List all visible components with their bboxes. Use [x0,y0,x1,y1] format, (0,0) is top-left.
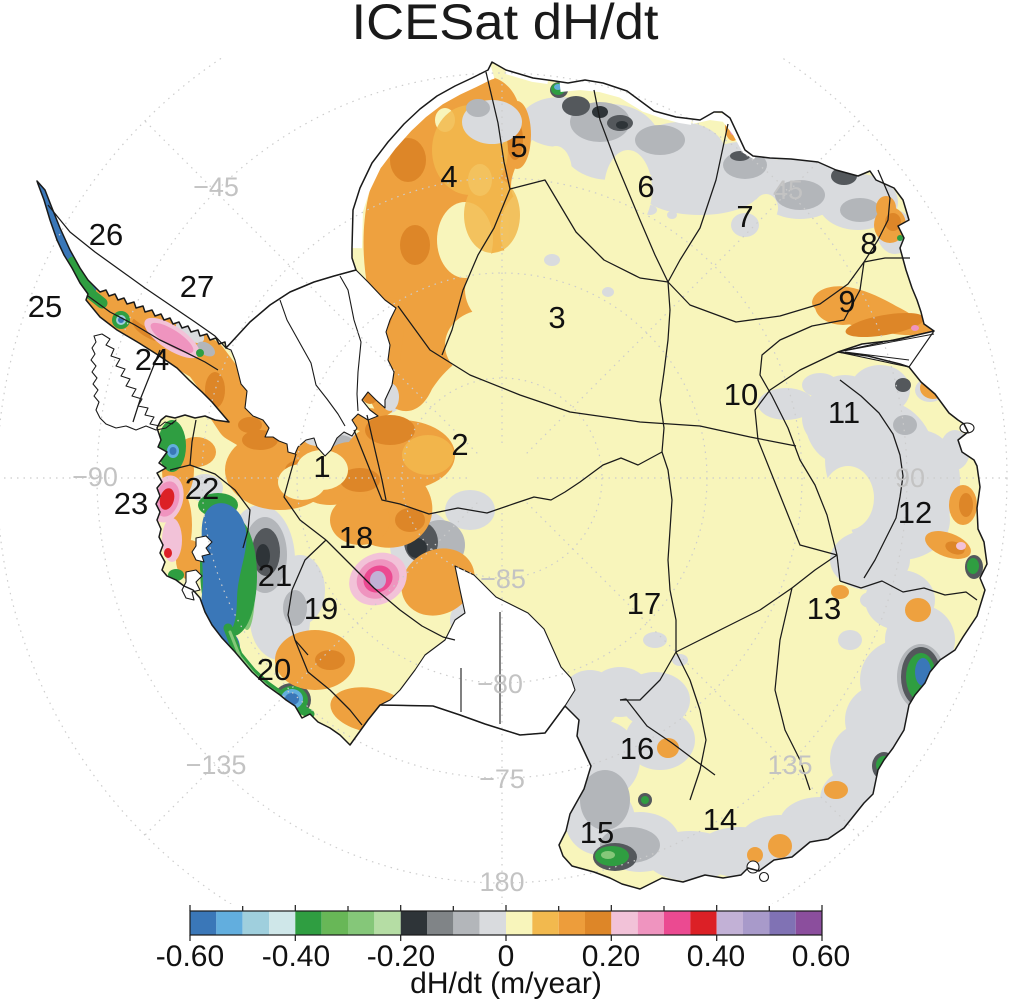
svg-text:-0.60: -0.60 [156,940,224,973]
svg-text:ICESat dH/dt: ICESat dH/dt [352,0,659,50]
svg-text:25: 25 [28,289,62,324]
svg-text:12: 12 [898,495,932,530]
svg-text:−90: −90 [72,462,118,492]
svg-text:7: 7 [736,199,753,234]
svg-text:18: 18 [339,520,373,555]
svg-text:11: 11 [828,395,860,430]
svg-text:9: 9 [838,284,855,319]
svg-text:13: 13 [807,591,841,626]
svg-text:135: 135 [767,750,812,780]
svg-text:19: 19 [304,591,338,626]
svg-text:8: 8 [860,226,877,261]
svg-text:dH/dt (m/year): dH/dt (m/year) [410,967,602,999]
svg-text:24: 24 [135,342,169,377]
svg-text:27: 27 [180,269,214,304]
svg-text:0.40: 0.40 [687,940,745,973]
svg-text:45: 45 [773,175,803,205]
svg-text:2: 2 [451,427,468,462]
svg-text:5: 5 [510,129,527,164]
svg-text:−135: −135 [186,750,247,780]
svg-text:26: 26 [89,217,123,252]
svg-text:-0.40: -0.40 [262,940,330,973]
svg-text:−80: −80 [477,669,523,699]
svg-text:6: 6 [637,169,654,204]
svg-text:0.60: 0.60 [792,940,850,973]
svg-text:4: 4 [440,159,457,194]
svg-text:16: 16 [620,731,654,766]
svg-text:−45: −45 [193,172,239,202]
svg-text:20: 20 [257,652,291,687]
svg-text:17: 17 [627,586,661,621]
svg-text:1: 1 [313,449,330,484]
svg-text:14: 14 [703,802,737,837]
svg-text:180: 180 [479,867,524,897]
svg-text:23: 23 [114,486,148,521]
svg-text:3: 3 [548,300,565,335]
svg-text:90: 90 [895,463,925,493]
svg-text:22: 22 [185,471,219,506]
svg-text:21: 21 [258,558,292,593]
svg-text:-0.20: -0.20 [367,940,435,973]
svg-text:−85: −85 [480,564,526,594]
svg-text:15: 15 [580,815,614,850]
svg-text:−75: −75 [479,764,525,794]
svg-text:0.20: 0.20 [582,940,640,973]
svg-text:0: 0 [498,940,515,973]
svg-text:10: 10 [724,377,758,412]
